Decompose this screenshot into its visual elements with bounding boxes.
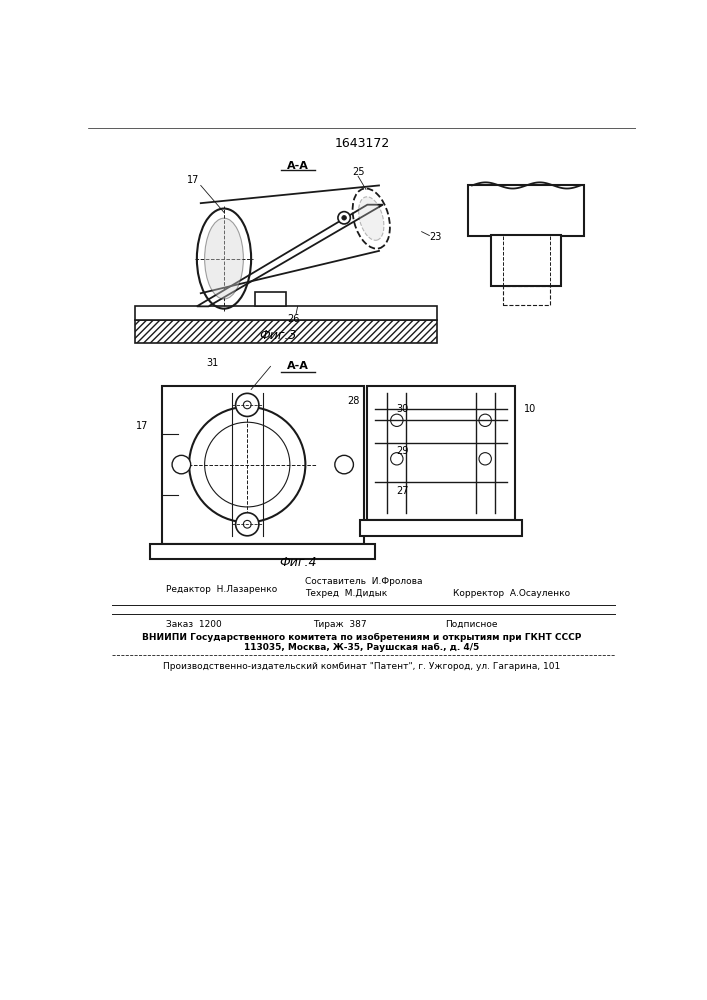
Bar xyxy=(151,544,375,559)
Text: ВНИИПИ Государственного комитета по изобретениям и открытиям при ГКНТ СССР: ВНИИПИ Государственного комитета по изоб… xyxy=(142,633,582,642)
Text: 10: 10 xyxy=(524,404,536,414)
Circle shape xyxy=(391,414,403,426)
Circle shape xyxy=(235,393,259,416)
Text: Подписное: Подписное xyxy=(445,620,498,629)
Circle shape xyxy=(172,455,191,474)
Circle shape xyxy=(335,455,354,474)
Text: Производственно-издательский комбинат "Патент", г. Ужгород, ул. Гагарина, 101: Производственно-издательский комбинат "П… xyxy=(163,662,561,671)
Circle shape xyxy=(243,520,251,528)
Text: 25: 25 xyxy=(352,167,364,177)
Text: А-А: А-А xyxy=(286,361,308,371)
Circle shape xyxy=(479,414,491,426)
Bar xyxy=(162,386,363,544)
Text: Заказ  1200: Заказ 1200 xyxy=(166,620,221,629)
Bar xyxy=(135,306,437,320)
Circle shape xyxy=(235,513,259,536)
Bar xyxy=(468,185,585,235)
Bar xyxy=(368,386,515,520)
Text: Корректор  А.Осауленко: Корректор А.Осауленко xyxy=(452,589,570,598)
Ellipse shape xyxy=(204,218,243,299)
Circle shape xyxy=(479,453,491,465)
Polygon shape xyxy=(197,205,383,306)
Text: 30: 30 xyxy=(396,404,409,414)
Text: Составитель  И.Фролова: Составитель И.Фролова xyxy=(305,578,423,586)
Text: А-А: А-А xyxy=(286,161,308,171)
Bar xyxy=(503,286,549,305)
Text: 26: 26 xyxy=(288,314,300,324)
Text: Редактор  Н.Лазаренко: Редактор Н.Лазаренко xyxy=(166,585,277,594)
Text: 31: 31 xyxy=(206,358,218,368)
Circle shape xyxy=(243,401,251,409)
Circle shape xyxy=(341,215,346,220)
Text: Тираж  387: Тираж 387 xyxy=(313,620,367,629)
Ellipse shape xyxy=(358,197,384,240)
Text: 28: 28 xyxy=(347,396,360,406)
Text: Фиг.3: Фиг.3 xyxy=(259,329,297,342)
Text: 1643172: 1643172 xyxy=(334,137,390,150)
Circle shape xyxy=(338,212,351,224)
Text: Техред  М.Дидык: Техред М.Дидык xyxy=(305,589,387,598)
Bar xyxy=(360,520,522,536)
Bar xyxy=(135,320,437,343)
Text: 23: 23 xyxy=(429,232,442,242)
Text: 17: 17 xyxy=(136,421,148,431)
Text: 27: 27 xyxy=(396,486,409,496)
Text: 29: 29 xyxy=(396,446,409,456)
Text: 113035, Москва, Ж-35, Раушская наб., д. 4/5: 113035, Москва, Ж-35, Раушская наб., д. … xyxy=(245,643,479,652)
Bar xyxy=(491,235,561,286)
Text: Фиг.4: Фиг.4 xyxy=(279,556,316,569)
Text: 17: 17 xyxy=(187,175,199,185)
Bar xyxy=(255,292,286,306)
Circle shape xyxy=(391,453,403,465)
